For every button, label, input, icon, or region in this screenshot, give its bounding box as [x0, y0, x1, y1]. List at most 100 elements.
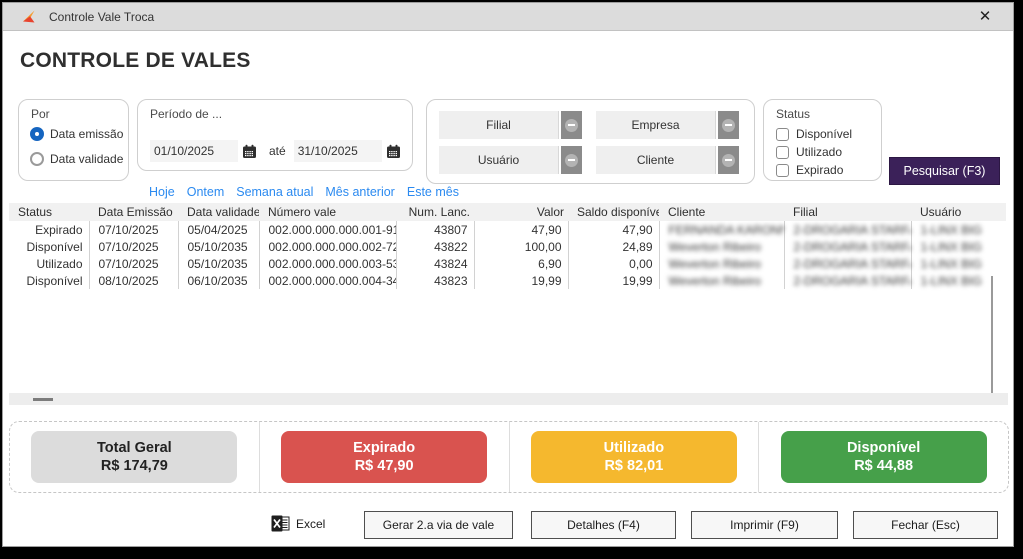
detalhes-button[interactable]: Detalhes (F4) [531, 511, 676, 539]
summary-card-total-geral: Total Geral R$ 174,79 [31, 431, 238, 483]
table-vertical-scrollbar[interactable] [991, 276, 993, 393]
table-horizontal-scrollbar[interactable] [9, 393, 1008, 405]
card-value: R$ 174,79 [100, 458, 168, 474]
clear-empresa-button[interactable] [718, 111, 739, 139]
col-data-validade[interactable]: Data validade [178, 203, 259, 221]
cell-valor: 6,90 [474, 255, 569, 272]
page-title: CONTROLE DE VALES [20, 49, 251, 72]
radio-data-emissao[interactable]: Data emissão [30, 127, 123, 141]
cell-filial: 2-DROGARIA STARFARMA [784, 238, 912, 255]
cell-saldo: 47,90 [568, 221, 660, 238]
card-label: Disponível [846, 440, 921, 456]
checkbox-icon-utilizado[interactable] [776, 145, 789, 159]
close-icon[interactable]: ✕ [978, 8, 992, 25]
checkbox-utilizado[interactable]: Utilizado [776, 145, 842, 159]
summary-card-disponivel: Disponível R$ 44,88 [780, 431, 987, 483]
cell-lanc: 43807 [396, 221, 475, 238]
imprimir-button[interactable]: Imprimir (F9) [691, 511, 838, 539]
cell-status: Disponível [9, 238, 90, 255]
link-ontem[interactable]: Ontem [186, 185, 225, 199]
filter-group-periodo: Período de ... até [137, 99, 413, 171]
cell-valor: 19,99 [474, 272, 569, 289]
table-header-row: Status Data Emissão Data validade Número… [9, 203, 1006, 221]
cell-cliente: Weverton Ribeiro [659, 272, 785, 289]
summary-section: Disponível R$ 44,88 [758, 422, 1008, 492]
summary-section: Expirado R$ 47,90 [258, 422, 509, 492]
clear-usuario-button[interactable] [561, 146, 582, 174]
col-status[interactable]: Status [9, 203, 89, 221]
col-usuario[interactable]: Usuário [911, 203, 1006, 221]
cliente-button[interactable]: Cliente [596, 146, 716, 174]
cell-validade: 05/04/2025 [178, 221, 260, 238]
horizontal-scrollbar-thumb[interactable] [33, 398, 53, 401]
checkbox-label-disponivel: Disponível [796, 127, 853, 141]
cell-emissao: 08/10/2025 [89, 272, 179, 289]
cell-usuario: 1-LINX BIG [920, 222, 982, 237]
ate-label: até [269, 144, 286, 158]
table-row[interactable]: Disponível 07/10/2025 05/10/2035 002.000… [9, 238, 1006, 255]
minus-icon [565, 153, 578, 167]
link-semana-atual[interactable]: Semana atual [236, 185, 314, 199]
calendar-icon-to[interactable] [386, 144, 401, 159]
link-hoje[interactable]: Hoje [149, 185, 175, 199]
radio-icon-data-emissao[interactable] [30, 127, 44, 141]
cell-saldo: 19,99 [568, 272, 660, 289]
checkbox-icon-disponivel[interactable] [776, 127, 789, 141]
radio-label-data-validade: Data validade [50, 152, 124, 166]
search-button[interactable]: Pesquisar (F3) [889, 157, 1000, 185]
card-label: Expirado [353, 440, 416, 456]
cell-valor: 100,00 [474, 238, 569, 255]
table-row[interactable]: Utilizado 07/10/2025 05/10/2035 002.000.… [9, 255, 1006, 272]
summary-panel: Total Geral R$ 174,79 Expirado R$ 47,90 … [9, 421, 1009, 493]
table-row[interactable]: Expirado 07/10/2025 05/04/2025 002.000.0… [9, 221, 1006, 238]
cell-numero: 002.000.000.000.003-53 [259, 255, 397, 272]
fechar-button[interactable]: Fechar (Esc) [853, 511, 998, 539]
quick-date-links: Hoje Ontem Semana atual Mês anterior Est… [149, 185, 459, 199]
filter-group-status: Status Disponível Utilizado Expirado [763, 99, 882, 181]
date-to-input[interactable] [293, 140, 382, 162]
cell-saldo: 0,00 [568, 255, 660, 272]
clear-filial-button[interactable] [561, 111, 582, 139]
radio-label-data-emissao: Data emissão [50, 127, 124, 141]
cell-valor: 47,90 [474, 221, 569, 238]
cell-cliente: Weverton Ribeiro [659, 255, 785, 272]
col-num-lanc[interactable]: Num. Lanc. [396, 203, 474, 221]
col-filial[interactable]: Filial [784, 203, 911, 221]
filter-group-selectors: Filial Empresa Usuário Cliente [426, 99, 755, 184]
col-cliente[interactable]: Cliente [659, 203, 784, 221]
usuario-button[interactable]: Usuário [439, 146, 559, 174]
excel-label: Excel [296, 516, 326, 531]
date-from-input[interactable] [150, 140, 238, 162]
table-row[interactable]: Disponível 08/10/2025 06/10/2035 002.000… [9, 272, 1006, 289]
calendar-icon-from[interactable] [242, 144, 257, 159]
clear-cliente-button[interactable] [718, 146, 739, 174]
link-este-mes[interactable]: Este mês [406, 185, 459, 199]
radio-icon-data-validade[interactable] [30, 152, 44, 166]
card-value: R$ 44,88 [854, 458, 914, 474]
filial-button[interactable]: Filial [439, 111, 559, 139]
app-window: Controle Vale Troca ✕ CONTROLE DE VALES … [2, 2, 1014, 547]
empresa-button[interactable]: Empresa [596, 111, 716, 139]
summary-section: Utilizado R$ 82,01 [508, 422, 759, 492]
summary-section: Total Geral R$ 174,79 [10, 422, 259, 492]
checkbox-expirado[interactable]: Expirado [776, 163, 843, 177]
minus-icon [722, 153, 735, 167]
gerar-segunda-via-button[interactable]: Gerar 2.a via de vale [364, 511, 513, 539]
col-numero-vale[interactable]: Número vale [259, 203, 396, 221]
cell-validade: 06/10/2035 [178, 272, 260, 289]
col-saldo-disponivel[interactable]: Saldo disponível [568, 203, 659, 221]
cell-status: Utilizado [9, 255, 90, 272]
cell-lanc: 43824 [396, 255, 475, 272]
cell-filial: 2-DROGARIA STARFARMA [784, 272, 912, 289]
cell-numero: 002.000.000.000.002-72 [259, 238, 397, 255]
col-data-emissao[interactable]: Data Emissão [89, 203, 178, 221]
radio-data-validade[interactable]: Data validade [30, 152, 123, 166]
por-legend: Por [31, 107, 50, 121]
checkbox-icon-expirado[interactable] [776, 163, 789, 177]
link-mes-anterior[interactable]: Mês anterior [325, 185, 395, 199]
export-excel-button[interactable]: Excel [271, 515, 325, 532]
checkbox-disponivel[interactable]: Disponível [776, 127, 852, 141]
cell-validade: 05/10/2035 [178, 238, 260, 255]
col-valor[interactable]: Valor [474, 203, 568, 221]
